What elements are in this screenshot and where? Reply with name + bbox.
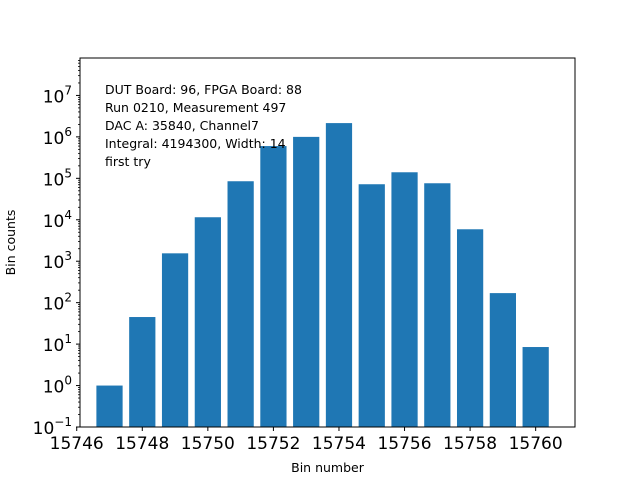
annotation-line-note: first try <box>105 154 151 169</box>
annotation-line-board: DUT Board: 96, FPGA Board: 88 <box>105 82 302 97</box>
annotation-line-integral: Integral: 4194300, Width: 14 <box>105 136 286 151</box>
bar-15747 <box>96 385 123 427</box>
bar-15756 <box>391 172 418 427</box>
y-axis-label: Bin counts <box>3 210 18 276</box>
y-tick-label: 103 <box>43 249 72 273</box>
x-tick-label: 15752 <box>246 434 300 454</box>
bar-15751 <box>227 181 254 427</box>
bars-group <box>96 123 549 427</box>
y-ticks: 10−1 100 101 102 103 104 105 106 107 <box>33 60 80 439</box>
y-tick-label: 10−1 <box>33 415 72 439</box>
x-tick-label: 15746 <box>50 434 104 454</box>
bar-15760 <box>522 347 549 427</box>
bar-15755 <box>358 184 385 427</box>
x-tick-label: 15756 <box>377 434 431 454</box>
bar-15748 <box>129 317 156 427</box>
bar-15749 <box>161 253 189 427</box>
y-tick-label: 106 <box>43 125 72 149</box>
bar-15754 <box>325 123 353 427</box>
x-axis-label: Bin number <box>291 460 365 475</box>
bar-15750 <box>194 217 221 427</box>
y-tick-label: 104 <box>43 208 72 232</box>
y-tick-label: 102 <box>43 291 72 315</box>
bar-15753 <box>293 136 320 427</box>
x-tick-label: 15748 <box>115 434 169 454</box>
annotation-line-run: Run 0210, Measurement 497 <box>105 100 287 115</box>
x-tick-label: 15758 <box>443 434 497 454</box>
bar-15758 <box>456 229 484 427</box>
axes-frame <box>79 57 576 428</box>
bar-15759 <box>489 293 516 427</box>
y-tick-label: 105 <box>43 166 72 190</box>
y-tick-label: 107 <box>43 83 72 107</box>
x-tick-label: 15754 <box>312 434 366 454</box>
bar-15757 <box>424 183 451 427</box>
y-tick-label: 100 <box>43 374 72 398</box>
annotation-line-dac: DAC A: 35840, Channel7 <box>105 118 259 133</box>
y-tick-label: 101 <box>43 332 72 356</box>
x-tick-label: 15760 <box>509 434 563 454</box>
x-tick-label: 15750 <box>181 434 235 454</box>
x-ticks: 15746 15748 15750 15752 15754 15756 15758 15760 <box>50 427 563 454</box>
bar-15752 <box>260 146 287 427</box>
